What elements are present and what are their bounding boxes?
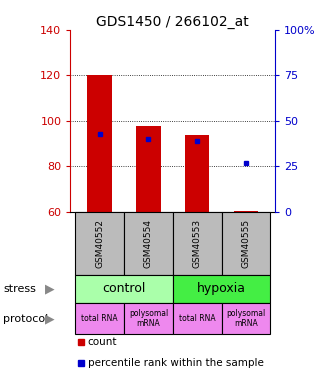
Title: GDS1450 / 266102_at: GDS1450 / 266102_at	[96, 15, 249, 29]
Bar	[221, 303, 270, 334]
Text: total RNA: total RNA	[81, 314, 118, 323]
Text: GSM40555: GSM40555	[242, 219, 251, 268]
Bar	[124, 303, 173, 334]
Bar	[173, 274, 270, 303]
Bar	[185, 135, 209, 212]
Bar	[87, 75, 112, 212]
Bar	[75, 274, 173, 303]
Text: GSM40552: GSM40552	[95, 219, 104, 268]
Bar	[136, 126, 161, 212]
Text: total RNA: total RNA	[179, 314, 215, 323]
Text: ▶: ▶	[45, 282, 54, 295]
Text: control: control	[102, 282, 146, 295]
Text: protocol: protocol	[3, 314, 48, 324]
Bar	[75, 303, 124, 334]
Text: polysomal
mRNA: polysomal mRNA	[129, 309, 168, 328]
Text: stress: stress	[3, 284, 36, 294]
Text: count: count	[88, 338, 117, 347]
Text: GSM40553: GSM40553	[193, 219, 202, 268]
Text: ▶: ▶	[45, 312, 54, 325]
Text: GSM40554: GSM40554	[144, 219, 153, 268]
Text: polysomal
mRNA: polysomal mRNA	[226, 309, 266, 328]
Text: hypoxia: hypoxia	[197, 282, 246, 295]
Bar	[173, 212, 221, 274]
Bar	[221, 212, 270, 274]
Text: percentile rank within the sample: percentile rank within the sample	[88, 358, 264, 368]
Bar	[173, 303, 221, 334]
Bar	[124, 212, 173, 274]
Bar	[75, 212, 124, 274]
Bar	[234, 211, 258, 212]
